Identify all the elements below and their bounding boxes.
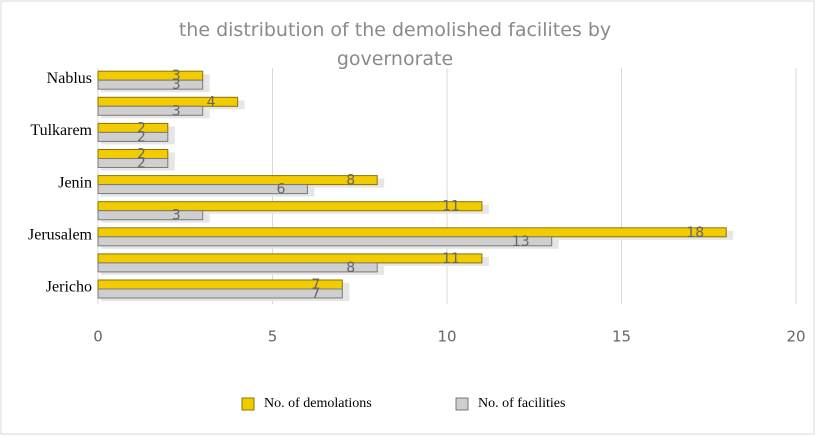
bar <box>97 96 239 107</box>
data-label: 11 <box>442 199 460 215</box>
data-label: 13 <box>512 234 530 250</box>
data-label: 8 <box>346 173 355 189</box>
bar <box>97 122 169 133</box>
data-label: 2 <box>137 156 146 172</box>
data-label: 2 <box>137 120 146 136</box>
y-tick-label: Jerusalem <box>28 226 93 243</box>
legend-label: No. of facilities <box>478 396 565 411</box>
x-tick-label: 20 <box>786 328 805 346</box>
data-label: 4 <box>207 94 216 110</box>
chart-title: the distribution of the demolished facil… <box>178 19 612 70</box>
bar <box>97 236 553 247</box>
data-label: 2 <box>137 129 146 145</box>
bar <box>97 201 483 212</box>
x-tick-label: 5 <box>268 328 278 346</box>
x-tick-label: 10 <box>437 328 456 346</box>
bar <box>97 288 343 299</box>
data-label: 3 <box>172 68 181 84</box>
bar <box>97 131 169 142</box>
bar <box>97 253 483 264</box>
y-tick-label: Jenin <box>58 174 92 191</box>
bar <box>97 158 169 168</box>
data-label: 7 <box>311 286 320 302</box>
bar <box>97 210 204 221</box>
bar <box>97 175 378 186</box>
data-label: 8 <box>346 260 355 276</box>
data-label: 7 <box>311 277 320 293</box>
legend-swatch <box>455 397 469 411</box>
y-tick-label: Nablus <box>47 70 92 87</box>
bar <box>97 262 378 273</box>
data-label: 3 <box>172 103 181 119</box>
bar <box>97 227 727 238</box>
legend-label: No. of demolations <box>264 396 372 411</box>
x-tick-label: 15 <box>612 328 631 346</box>
y-tick-label: Tulkarem <box>30 122 92 139</box>
data-label: 2 <box>137 147 146 163</box>
legend-swatch <box>241 397 255 411</box>
x-tick-label: 0 <box>93 328 103 346</box>
y-tick-label: Jericho <box>46 279 92 296</box>
bar <box>97 79 204 90</box>
data-label: 6 <box>276 182 285 198</box>
bar <box>97 149 169 159</box>
data-label: 11 <box>442 251 460 267</box>
bar <box>97 105 204 116</box>
data-label: 18 <box>686 225 704 241</box>
bar <box>97 184 308 195</box>
bar <box>97 279 343 290</box>
data-label: 3 <box>172 77 181 93</box>
data-label: 3 <box>172 208 181 224</box>
